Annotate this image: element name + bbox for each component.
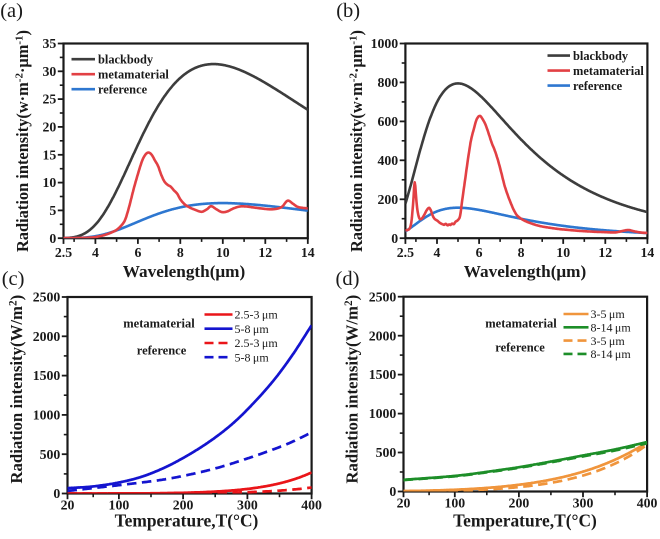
svg-text:15: 15 <box>43 147 57 162</box>
svg-text:8-14 μm: 8-14 μm <box>591 321 632 335</box>
svg-text:2.5-3 μm: 2.5-3 μm <box>235 336 279 350</box>
svg-text:metamaterial: metamaterial <box>123 316 195 330</box>
svg-text:12: 12 <box>258 245 272 260</box>
svg-text:(b): (b) <box>336 0 360 22</box>
svg-text:Radiation intensity(W/m2): Radiation intensity(W/m2) <box>343 295 362 484</box>
svg-text:300: 300 <box>573 496 594 511</box>
svg-text:blackbody: blackbody <box>573 49 629 63</box>
svg-text:2000: 2000 <box>33 329 61 344</box>
svg-text:6: 6 <box>134 245 141 260</box>
svg-text:Temperature,T(°C): Temperature,T(°C) <box>453 510 597 530</box>
svg-text:100: 100 <box>444 496 465 511</box>
svg-text:10: 10 <box>556 245 570 260</box>
svg-text:2.5-3 μm: 2.5-3 μm <box>235 308 279 322</box>
svg-text:Radiation intensity(W/m2): Radiation intensity(W/m2) <box>7 295 26 484</box>
svg-text:10: 10 <box>216 245 230 260</box>
svg-text:500: 500 <box>40 447 61 462</box>
svg-text:Temperature,T(°C): Temperature,T(°C) <box>115 510 259 530</box>
svg-text:14: 14 <box>641 245 655 260</box>
svg-text:(d): (d) <box>336 268 360 290</box>
svg-text:500: 500 <box>376 445 397 460</box>
svg-text:12: 12 <box>598 245 612 260</box>
svg-text:100: 100 <box>109 498 130 513</box>
svg-text:25: 25 <box>43 92 57 107</box>
svg-text:200: 200 <box>377 192 398 207</box>
svg-text:reference: reference <box>137 344 187 358</box>
svg-text:1000: 1000 <box>33 408 61 423</box>
svg-text:(a): (a) <box>0 0 23 22</box>
svg-text:3-5 μm: 3-5 μm <box>591 334 626 348</box>
svg-text:5-8 μm: 5-8 μm <box>235 322 270 336</box>
svg-text:0: 0 <box>53 486 60 501</box>
svg-text:20: 20 <box>397 496 411 511</box>
svg-text:3-5 μm: 3-5 μm <box>591 307 626 321</box>
svg-text:4: 4 <box>434 245 441 260</box>
svg-text:2000: 2000 <box>369 328 397 343</box>
svg-text:300: 300 <box>237 498 258 513</box>
svg-text:10: 10 <box>43 175 57 190</box>
svg-text:reference: reference <box>98 83 148 97</box>
svg-text:2500: 2500 <box>369 289 397 304</box>
svg-text:30: 30 <box>43 64 57 79</box>
svg-text:600: 600 <box>377 114 398 129</box>
svg-text:400: 400 <box>377 153 398 168</box>
svg-text:0: 0 <box>49 231 56 246</box>
svg-text:metamaterial: metamaterial <box>485 316 557 330</box>
svg-text:1500: 1500 <box>369 367 397 382</box>
svg-text:1000: 1000 <box>371 36 399 51</box>
svg-text:2.5: 2.5 <box>55 245 72 260</box>
svg-text:2500: 2500 <box>33 290 61 305</box>
svg-text:Wavelength(μm): Wavelength(μm) <box>123 262 245 281</box>
svg-text:blackbody: blackbody <box>98 53 154 67</box>
svg-text:800: 800 <box>377 75 398 90</box>
svg-text:0: 0 <box>391 231 398 246</box>
svg-text:5-8 μm: 5-8 μm <box>235 350 270 364</box>
svg-text:200: 200 <box>509 496 530 511</box>
svg-text:20: 20 <box>43 120 57 135</box>
svg-text:35: 35 <box>43 36 57 51</box>
svg-text:14: 14 <box>301 245 315 260</box>
svg-text:2.5: 2.5 <box>397 245 414 260</box>
svg-text:8: 8 <box>177 245 184 260</box>
svg-text:1500: 1500 <box>33 368 61 383</box>
svg-text:6: 6 <box>476 245 483 260</box>
svg-text:0: 0 <box>389 484 396 499</box>
svg-text:5: 5 <box>49 203 56 218</box>
svg-text:reference: reference <box>573 79 623 93</box>
svg-text:1000: 1000 <box>369 406 397 421</box>
svg-text:reference: reference <box>495 340 545 354</box>
svg-text:metamaterial: metamaterial <box>573 64 644 78</box>
svg-text:Wavelength(μm): Wavelength(μm) <box>464 262 586 281</box>
svg-text:(c): (c) <box>2 268 25 290</box>
svg-text:400: 400 <box>637 496 658 511</box>
svg-text:metamaterial: metamaterial <box>98 68 169 82</box>
svg-text:8-14 μm: 8-14 μm <box>591 347 632 361</box>
svg-text:200: 200 <box>173 498 194 513</box>
svg-text:Radiation intensity(w·m-2·μm-1: Radiation intensity(w·m-2·μm-1) <box>347 30 366 252</box>
svg-text:400: 400 <box>301 498 322 513</box>
svg-text:Radiation intensity(w·m-2·μm-1: Radiation intensity(w·m-2·μm-1) <box>13 30 32 252</box>
svg-text:20: 20 <box>61 498 75 513</box>
svg-text:4: 4 <box>92 245 99 260</box>
svg-text:8: 8 <box>518 245 525 260</box>
